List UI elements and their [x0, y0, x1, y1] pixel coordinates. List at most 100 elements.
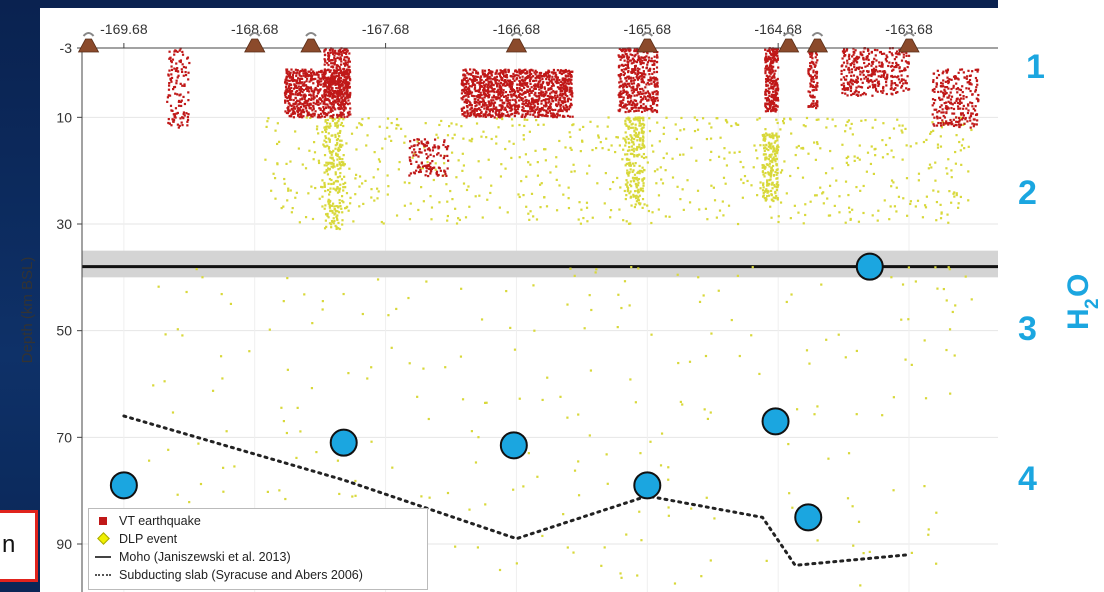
vt-point: [410, 145, 413, 148]
dlp-point: [633, 138, 636, 141]
dlp-point: [220, 292, 223, 296]
dlp-point: [950, 201, 953, 204]
vt-point: [538, 74, 541, 77]
vt-point: [647, 59, 651, 62]
dlp-point: [718, 209, 722, 212]
dlp-point: [454, 545, 457, 548]
vt-point: [413, 148, 416, 151]
dlp-point: [771, 132, 774, 135]
dlp-point: [766, 181, 769, 184]
vt-point: [312, 92, 315, 95]
vt-point: [469, 114, 472, 117]
vt-point: [512, 92, 515, 96]
vt-point: [489, 70, 492, 73]
dlp-point: [774, 155, 777, 158]
vt-point: [437, 147, 440, 150]
vt-point: [631, 69, 634, 73]
dlp-point: [932, 189, 935, 192]
dlp-point: [805, 116, 809, 120]
dlp-point: [681, 403, 684, 406]
dlp-point: [847, 163, 850, 167]
vt-point: [475, 78, 478, 82]
vt-point: [298, 91, 301, 94]
vt-point: [323, 92, 326, 95]
vt-point: [618, 74, 621, 78]
vt-point: [345, 76, 349, 79]
dlp-point: [625, 141, 628, 144]
vt-point: [530, 72, 533, 76]
dlp-point: [276, 142, 279, 146]
vt-point: [618, 55, 621, 58]
dlp-point: [164, 333, 167, 336]
dlp-point: [340, 121, 343, 125]
vt-point: [816, 81, 819, 85]
dlp-point: [330, 182, 333, 186]
dlp-point: [635, 148, 638, 151]
dlp-point: [639, 189, 643, 192]
vt-point: [486, 78, 489, 81]
vt-point: [569, 86, 572, 89]
vt-point: [477, 98, 480, 102]
dlp-point: [682, 208, 685, 211]
dlp-point: [342, 154, 345, 157]
dlp-point: [338, 227, 341, 231]
dlp-point: [340, 195, 344, 198]
dlp-point: [693, 129, 697, 133]
dlp-point: [705, 137, 709, 141]
dlp-point: [399, 127, 403, 130]
dlp-point: [940, 211, 943, 214]
vt-point: [504, 69, 507, 72]
vt-point: [487, 82, 490, 85]
vt-point: [463, 111, 466, 114]
dlp-point: [771, 160, 774, 164]
dlp-point: [336, 180, 339, 183]
vt-point: [181, 116, 184, 119]
dlp-point: [659, 166, 662, 169]
dlp-point: [335, 138, 339, 142]
vt-point: [516, 83, 519, 86]
vt-point: [316, 92, 320, 95]
dlp-point: [967, 145, 970, 148]
dlp-point: [541, 398, 544, 402]
vt-point: [314, 88, 317, 91]
vt-point: [334, 58, 337, 61]
vt-point: [561, 83, 565, 86]
vt-point: [461, 98, 464, 101]
vt-point: [873, 73, 876, 76]
vt-point: [481, 71, 484, 74]
vt-point: [287, 96, 290, 99]
vt-point: [304, 84, 308, 87]
dlp-point: [925, 195, 928, 198]
vt-point: [644, 86, 647, 89]
vt-point: [507, 105, 510, 108]
vt-point: [651, 60, 654, 63]
vt-point: [629, 53, 632, 56]
dlp-point: [650, 333, 653, 336]
vt-point: [490, 87, 493, 90]
vt-point: [895, 65, 898, 69]
vt-point: [894, 52, 898, 55]
vt-point: [853, 63, 856, 66]
dlp-point: [627, 127, 630, 130]
vt-point: [346, 86, 349, 89]
dlp-point: [775, 135, 779, 138]
vt-point: [323, 71, 327, 75]
vt-point: [770, 71, 773, 74]
vt-point: [560, 80, 563, 84]
vt-point: [348, 82, 351, 85]
dlp-point: [728, 151, 731, 154]
vt-point: [470, 103, 473, 107]
dlp-point: [336, 176, 339, 179]
dlp-point: [578, 128, 581, 131]
dlp-point: [775, 173, 778, 176]
vt-point: [183, 84, 186, 88]
vt-point: [639, 60, 642, 63]
vt-point: [656, 56, 659, 59]
vt-point: [807, 69, 810, 72]
dlp-point: [696, 118, 699, 122]
dlp-point: [626, 185, 629, 188]
vt-point: [538, 109, 541, 112]
vt-point: [646, 99, 649, 102]
vt-point: [861, 93, 864, 96]
dlp-point: [656, 168, 659, 171]
